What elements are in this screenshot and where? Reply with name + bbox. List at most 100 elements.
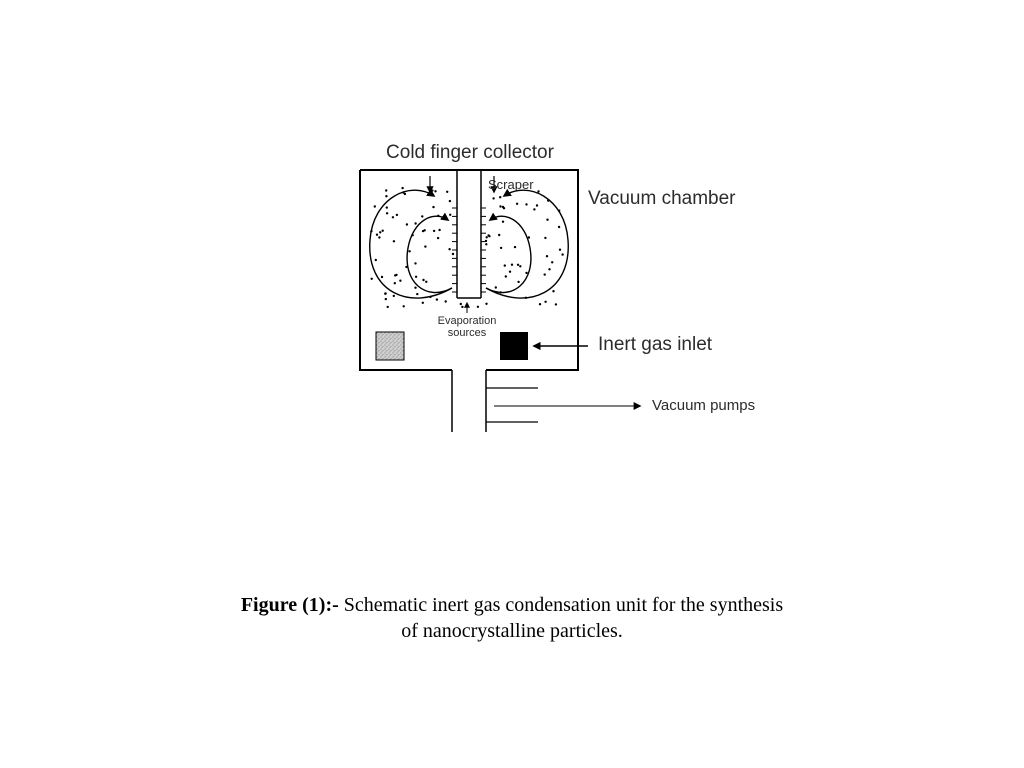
particle-dot xyxy=(375,259,377,261)
particle-dot xyxy=(539,303,541,305)
particle-dot xyxy=(492,197,494,199)
evap-sources-label: sources xyxy=(448,327,487,339)
inert-gas-label: Inert gas inlet xyxy=(598,334,713,355)
diagram-area: Cold finger collectorScraperEvaporations… xyxy=(0,0,1024,768)
particle-dot xyxy=(452,253,454,255)
particle-dot xyxy=(460,303,462,305)
particle-dot xyxy=(399,280,401,282)
particle-dot xyxy=(433,230,435,232)
caption-bold: Figure (1):- xyxy=(241,594,339,616)
particle-dot xyxy=(421,215,423,217)
particle-dot xyxy=(517,281,519,283)
evap-source-right xyxy=(500,332,528,360)
particle-dot xyxy=(408,250,410,252)
figure-caption: Figure (1):- Schematic inert gas condens… xyxy=(0,592,1024,644)
particle-dot xyxy=(514,246,516,248)
vacuum-pumps-label: Vacuum pumps xyxy=(652,397,755,414)
particle-dot xyxy=(525,203,527,205)
particle-dot xyxy=(376,234,378,236)
convection-loop xyxy=(486,190,568,298)
particle-dot xyxy=(436,298,438,300)
particle-dot xyxy=(403,305,405,307)
particle-dot xyxy=(406,223,408,225)
particle-dot xyxy=(422,302,424,304)
particle-dot xyxy=(533,208,535,210)
particle-dot xyxy=(424,229,426,231)
particle-dot xyxy=(402,191,404,193)
particle-dot xyxy=(555,303,557,305)
particle-dot xyxy=(429,296,431,298)
particle-dot xyxy=(502,221,504,223)
particle-dot xyxy=(546,219,548,221)
particle-dot xyxy=(381,276,383,278)
particle-dot xyxy=(546,255,548,257)
particle-dot xyxy=(386,206,388,208)
particle-dot xyxy=(528,236,530,238)
particle-dot xyxy=(396,214,398,216)
particle-dot xyxy=(504,264,506,266)
particle-dot xyxy=(370,230,372,232)
particle-dot xyxy=(552,290,554,292)
particle-dot xyxy=(499,196,501,198)
particle-dot xyxy=(437,237,439,239)
particle-dot xyxy=(449,214,451,216)
particle-dot xyxy=(416,293,418,295)
particle-dot xyxy=(537,190,539,192)
evap-sources-label: Evaporation xyxy=(438,315,497,327)
particle-dot xyxy=(393,240,395,242)
particle-dot xyxy=(379,231,381,233)
particle-dot xyxy=(382,230,384,232)
convection-loop xyxy=(407,216,452,292)
particle-dot xyxy=(384,293,386,295)
particle-dot xyxy=(437,215,439,217)
particle-dot xyxy=(485,303,487,305)
particle-dot xyxy=(544,237,546,239)
particle-dot xyxy=(378,236,380,238)
particle-dot xyxy=(500,291,502,293)
convection-loop xyxy=(370,190,452,298)
particle-dot xyxy=(422,279,424,281)
convection-loop xyxy=(486,216,531,292)
particle-dot xyxy=(414,287,416,289)
particle-dot xyxy=(461,306,463,308)
particle-dot xyxy=(551,261,553,263)
particle-dot xyxy=(446,191,448,193)
evap-source-left xyxy=(376,332,404,360)
particle-dot xyxy=(405,266,407,268)
particle-dot xyxy=(392,216,394,218)
particle-dot xyxy=(415,276,417,278)
particle-dot xyxy=(561,253,563,255)
particle-dot xyxy=(386,212,388,214)
particle-dot xyxy=(509,271,511,273)
particle-dot xyxy=(395,274,397,276)
particle-dot xyxy=(385,298,387,300)
particle-dot xyxy=(559,249,561,251)
particle-dot xyxy=(477,306,479,308)
particle-dot xyxy=(371,278,373,280)
particle-dot xyxy=(401,187,403,189)
particle-dot xyxy=(558,210,560,212)
particle-dot xyxy=(414,262,416,264)
particle-dot xyxy=(485,243,487,245)
particle-dot xyxy=(517,264,519,266)
particle-dot xyxy=(505,275,507,277)
particle-dot xyxy=(544,273,546,275)
particle-dot xyxy=(448,248,450,250)
particle-dot xyxy=(414,222,416,224)
particle-dot xyxy=(432,206,434,208)
particle-dot xyxy=(485,240,487,242)
cold-finger-label: Cold finger collector xyxy=(386,142,555,163)
particle-dot xyxy=(411,234,413,236)
particle-dot xyxy=(445,300,447,302)
particle-dot xyxy=(425,281,427,283)
particle-dot xyxy=(525,272,527,274)
particle-dot xyxy=(431,189,433,191)
particle-dot xyxy=(385,189,387,191)
particle-dot xyxy=(503,207,505,209)
particle-dot xyxy=(547,199,549,201)
particle-dot xyxy=(498,234,500,236)
particle-dot xyxy=(495,286,497,288)
particle-dot xyxy=(385,195,387,197)
schematic-svg: Cold finger collectorScraperEvaporations… xyxy=(0,0,1024,768)
particle-dot xyxy=(511,264,513,266)
